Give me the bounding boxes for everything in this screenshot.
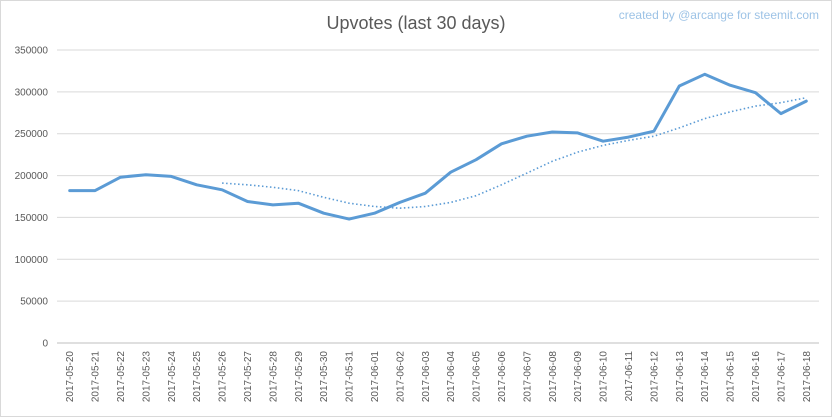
x-tick-label: 2017-06-16 [751,351,762,403]
y-tick-label: 200000 [15,171,49,182]
x-tick-label: 2017-05-28 [268,351,279,403]
x-tick-label: 2017-05-21 [91,351,102,403]
x-tick-label: 2017-06-14 [700,351,711,403]
x-tick-label: 2017-05-26 [218,351,229,403]
y-tick-label: 300000 [15,87,49,98]
y-tick-label: 150000 [15,213,49,224]
x-tick-label: 2017-06-11 [624,351,635,402]
x-tick-label: 2017-05-27 [243,351,254,403]
x-tick-label: 2017-05-29 [294,351,305,403]
y-tick-label: 100000 [15,255,49,266]
y-tick-label: 250000 [15,129,49,140]
x-tick-label: 2017-05-24 [167,351,178,403]
x-tick-label: 2017-05-31 [345,351,356,403]
series-lines [68,72,808,221]
y-tick-label: 0 [42,339,48,350]
x-tick-label: 2017-06-09 [573,351,584,403]
x-tick-label: 2017-06-02 [395,351,406,403]
x-tick-label: 2017-06-03 [421,351,432,403]
x-tick-label: 2017-05-22 [116,351,127,403]
x-tick-label: 2017-06-01 [370,351,381,403]
gridlines [57,49,819,344]
y-tick-label: 350000 [15,46,49,57]
series-line-upvotes [68,72,808,221]
chart-credit: created by @arcange for steemit.com [619,8,819,22]
x-tick-label: 2017-05-20 [65,351,76,403]
chart-title: Upvotes (last 30 days) [326,13,505,33]
x-tick-label: 2017-06-04 [446,351,457,403]
x-tick-label: 2017-06-12 [649,351,660,403]
x-tick-label: 2017-06-18 [802,351,813,403]
x-tick-label: 2017-06-13 [675,351,686,403]
y-tick-label: 50000 [20,297,48,308]
x-tick-label: 2017-06-17 [776,351,787,403]
x-tick-label: 2017-06-10 [599,351,610,403]
x-tick-label: 2017-06-07 [522,351,533,403]
x-tick-label: 2017-06-08 [548,351,559,403]
trendline-dotted [222,96,807,210]
x-tick-label: 2017-05-30 [319,351,330,403]
x-tick-label: 2017-06-05 [472,351,483,403]
x-tick-label: 2017-06-06 [497,351,508,403]
y-axis-tick-labels: 0 50000 100000 150000 200000 250000 300000 3500… [15,46,49,350]
x-tick-label: 2017-05-25 [192,351,203,403]
x-tick-label: 2017-06-15 [726,351,737,403]
x-axis-tick-labels: 2017-05-20 2017-05-21 2017-05-22 2017-05-23… [65,351,813,403]
x-tick-label: 2017-05-23 [141,351,152,403]
